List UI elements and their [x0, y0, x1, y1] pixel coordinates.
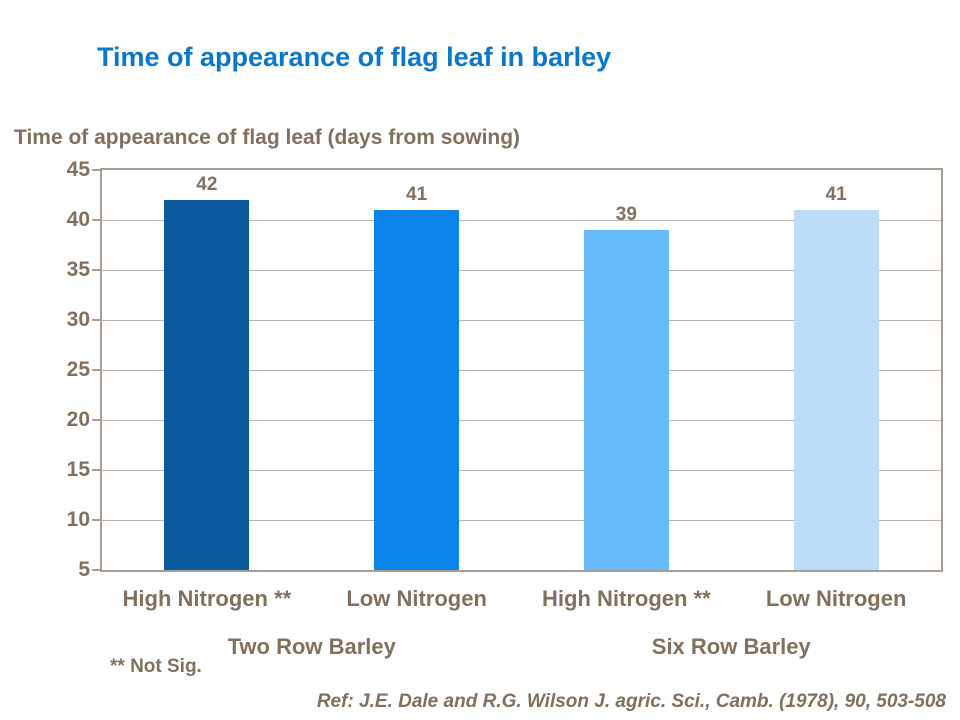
y-axis-tick-label: 30 [66, 308, 90, 331]
bar [793, 210, 879, 570]
gridline [102, 370, 941, 371]
significance-footnote: ** Not Sig. [110, 656, 202, 677]
y-axis-tick-label: 15 [66, 458, 90, 481]
bar-value-label: 42 [196, 174, 218, 195]
gridline [102, 520, 941, 521]
y-axis-tick [92, 169, 101, 171]
bar-value-label: 39 [615, 204, 637, 225]
plot-area: 5 10 15 20 25 30 35 40 45 42 High Nitrogen ** 41 Low… [67, 158, 943, 659]
bar [374, 210, 460, 570]
gridline [102, 220, 941, 221]
category-label: High Nitrogen ** [542, 586, 711, 611]
y-axis-tick [92, 269, 101, 271]
y-axis-tick [92, 419, 101, 421]
bar-value-label: 41 [406, 184, 428, 205]
group-label: Six Row Barley [651, 634, 811, 659]
gridline [102, 320, 941, 321]
bar-value-label: 41 [825, 184, 847, 205]
gridline [102, 270, 941, 271]
reference-citation: Ref: J.E. Dale and R.G. Wilson J. agric.… [316, 691, 946, 712]
gridline [102, 470, 941, 471]
category-label: High Nitrogen ** [122, 586, 292, 611]
y-axis-tick [92, 519, 101, 521]
y-axis-tick [92, 319, 101, 321]
bar [164, 200, 250, 570]
y-axis-tick-label: 20 [66, 408, 90, 431]
group-label: Two Row Barley [227, 634, 396, 659]
y-axis-tick [92, 219, 101, 221]
y-axis-tick-label: 10 [66, 508, 90, 531]
bar [583, 230, 669, 570]
y-axis-tick [92, 569, 101, 571]
y-axis-tick-label: 5 [78, 558, 90, 581]
y-axis-tick [92, 469, 101, 471]
y-axis-tick-label: 40 [66, 208, 90, 231]
y-axis-tick-label: 25 [66, 358, 90, 381]
y-axis-tick-label: 45 [66, 158, 90, 181]
gridline [102, 420, 941, 421]
y-axis-tick-label: 35 [66, 258, 90, 281]
category-label: Low Nitrogen [346, 586, 487, 611]
category-label: Low Nitrogen [765, 586, 907, 611]
chart-title: Time of appearance of flag leaf (days fr… [14, 126, 521, 149]
y-axis-tick [92, 369, 101, 371]
page-title: Time of appearance of flag leaf in barle… [97, 42, 612, 72]
